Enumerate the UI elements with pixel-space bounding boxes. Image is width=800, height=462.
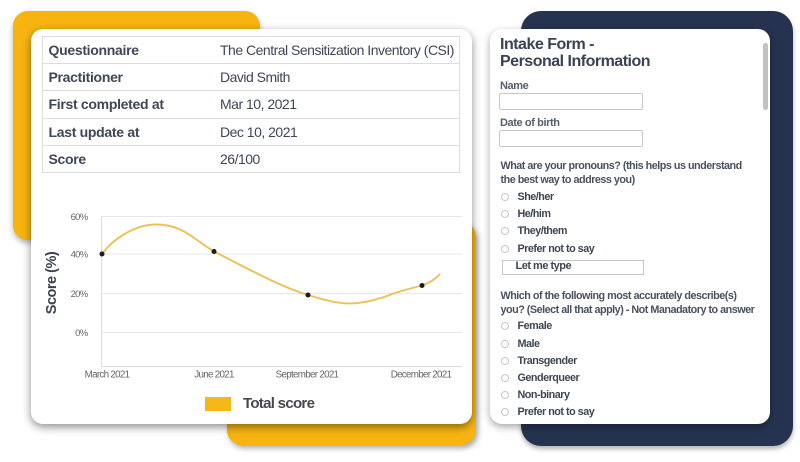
svg-text:December 2021: December 2021 <box>391 370 452 381</box>
svg-text:September 2021: September 2021 <box>276 370 339 381</box>
svg-text:40%: 40% <box>71 249 89 260</box>
svg-text:20%: 20% <box>71 289 89 300</box>
svg-text:June 2021: June 2021 <box>194 370 234 381</box>
svg-text:0%: 0% <box>75 328 89 339</box>
svg-text:60%: 60% <box>71 212 89 223</box>
svg-text:March 2021: March 2021 <box>85 370 130 381</box>
